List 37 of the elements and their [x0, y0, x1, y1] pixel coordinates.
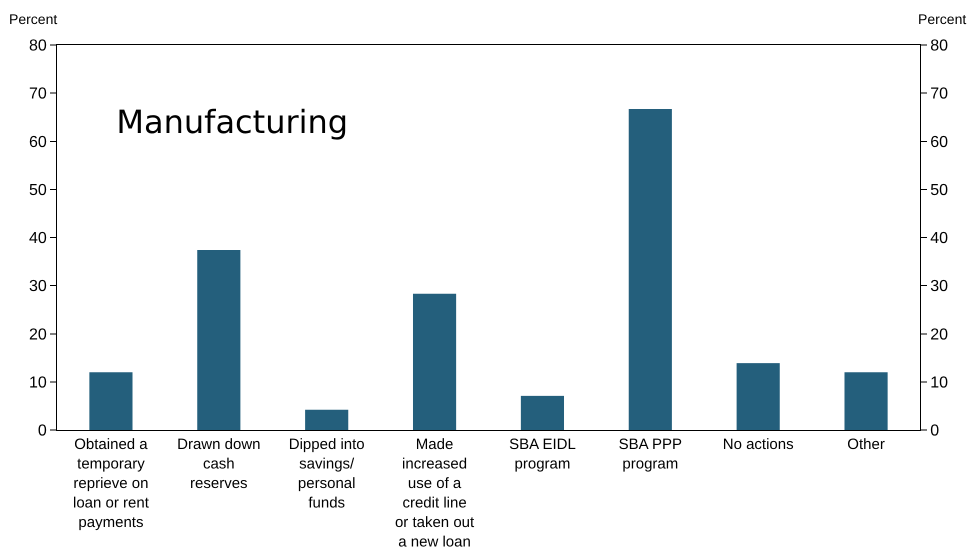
- y-tick-label: 50: [29, 182, 47, 199]
- x-tick-label: Made increased use of a credit line or taken out a new loan: [394, 436, 475, 550]
- y2-tick-label: 70: [930, 86, 948, 103]
- bar: [197, 250, 240, 430]
- y-tick-label: 70: [29, 86, 47, 103]
- bar: [736, 363, 780, 430]
- bar: [412, 294, 456, 430]
- y2-tick-label: 30: [930, 278, 948, 296]
- x-tick-label: Drawn down cash reserves: [177, 436, 260, 492]
- y2-tick-label: 80: [930, 38, 948, 55]
- x-tick-label: No actions: [722, 436, 794, 453]
- y-tick-label: 10: [29, 374, 47, 392]
- bar: [844, 372, 888, 430]
- x-tick-label: SBA EIDL program: [509, 436, 576, 472]
- bar: [520, 396, 564, 430]
- y2-tick-label: 0: [930, 422, 940, 440]
- x-tick-label: SBA PPP program: [618, 436, 682, 472]
- x-tick-label: Dipped into savings/ personal funds: [288, 436, 365, 512]
- y2-tick-label: 60: [930, 134, 948, 151]
- bar: [89, 372, 133, 430]
- y2-tick-label: 40: [930, 230, 948, 248]
- y-tick-label: 40: [29, 230, 47, 248]
- x-tick-label: Other: [847, 436, 885, 453]
- y2-tick-label: 50: [930, 182, 948, 199]
- y-tick-label: 80: [29, 38, 47, 55]
- y2-axis-title: Percent: [918, 11, 966, 27]
- bar: [305, 410, 348, 430]
- y-tick-label: 60: [29, 134, 47, 151]
- y2-tick-label: 20: [930, 326, 948, 344]
- y-axis-title: Percent: [9, 11, 58, 27]
- y2-tick-label: 10: [930, 374, 948, 392]
- y-tick-label: 30: [29, 278, 47, 296]
- y-tick-label: 20: [29, 326, 47, 344]
- y-tick-label: 0: [38, 422, 47, 440]
- text: Manufacturing: [116, 102, 348, 141]
- x-tick-label: Obtained a temporary reprieve on loan or rent payments: [72, 436, 150, 531]
- bar: [628, 109, 672, 430]
